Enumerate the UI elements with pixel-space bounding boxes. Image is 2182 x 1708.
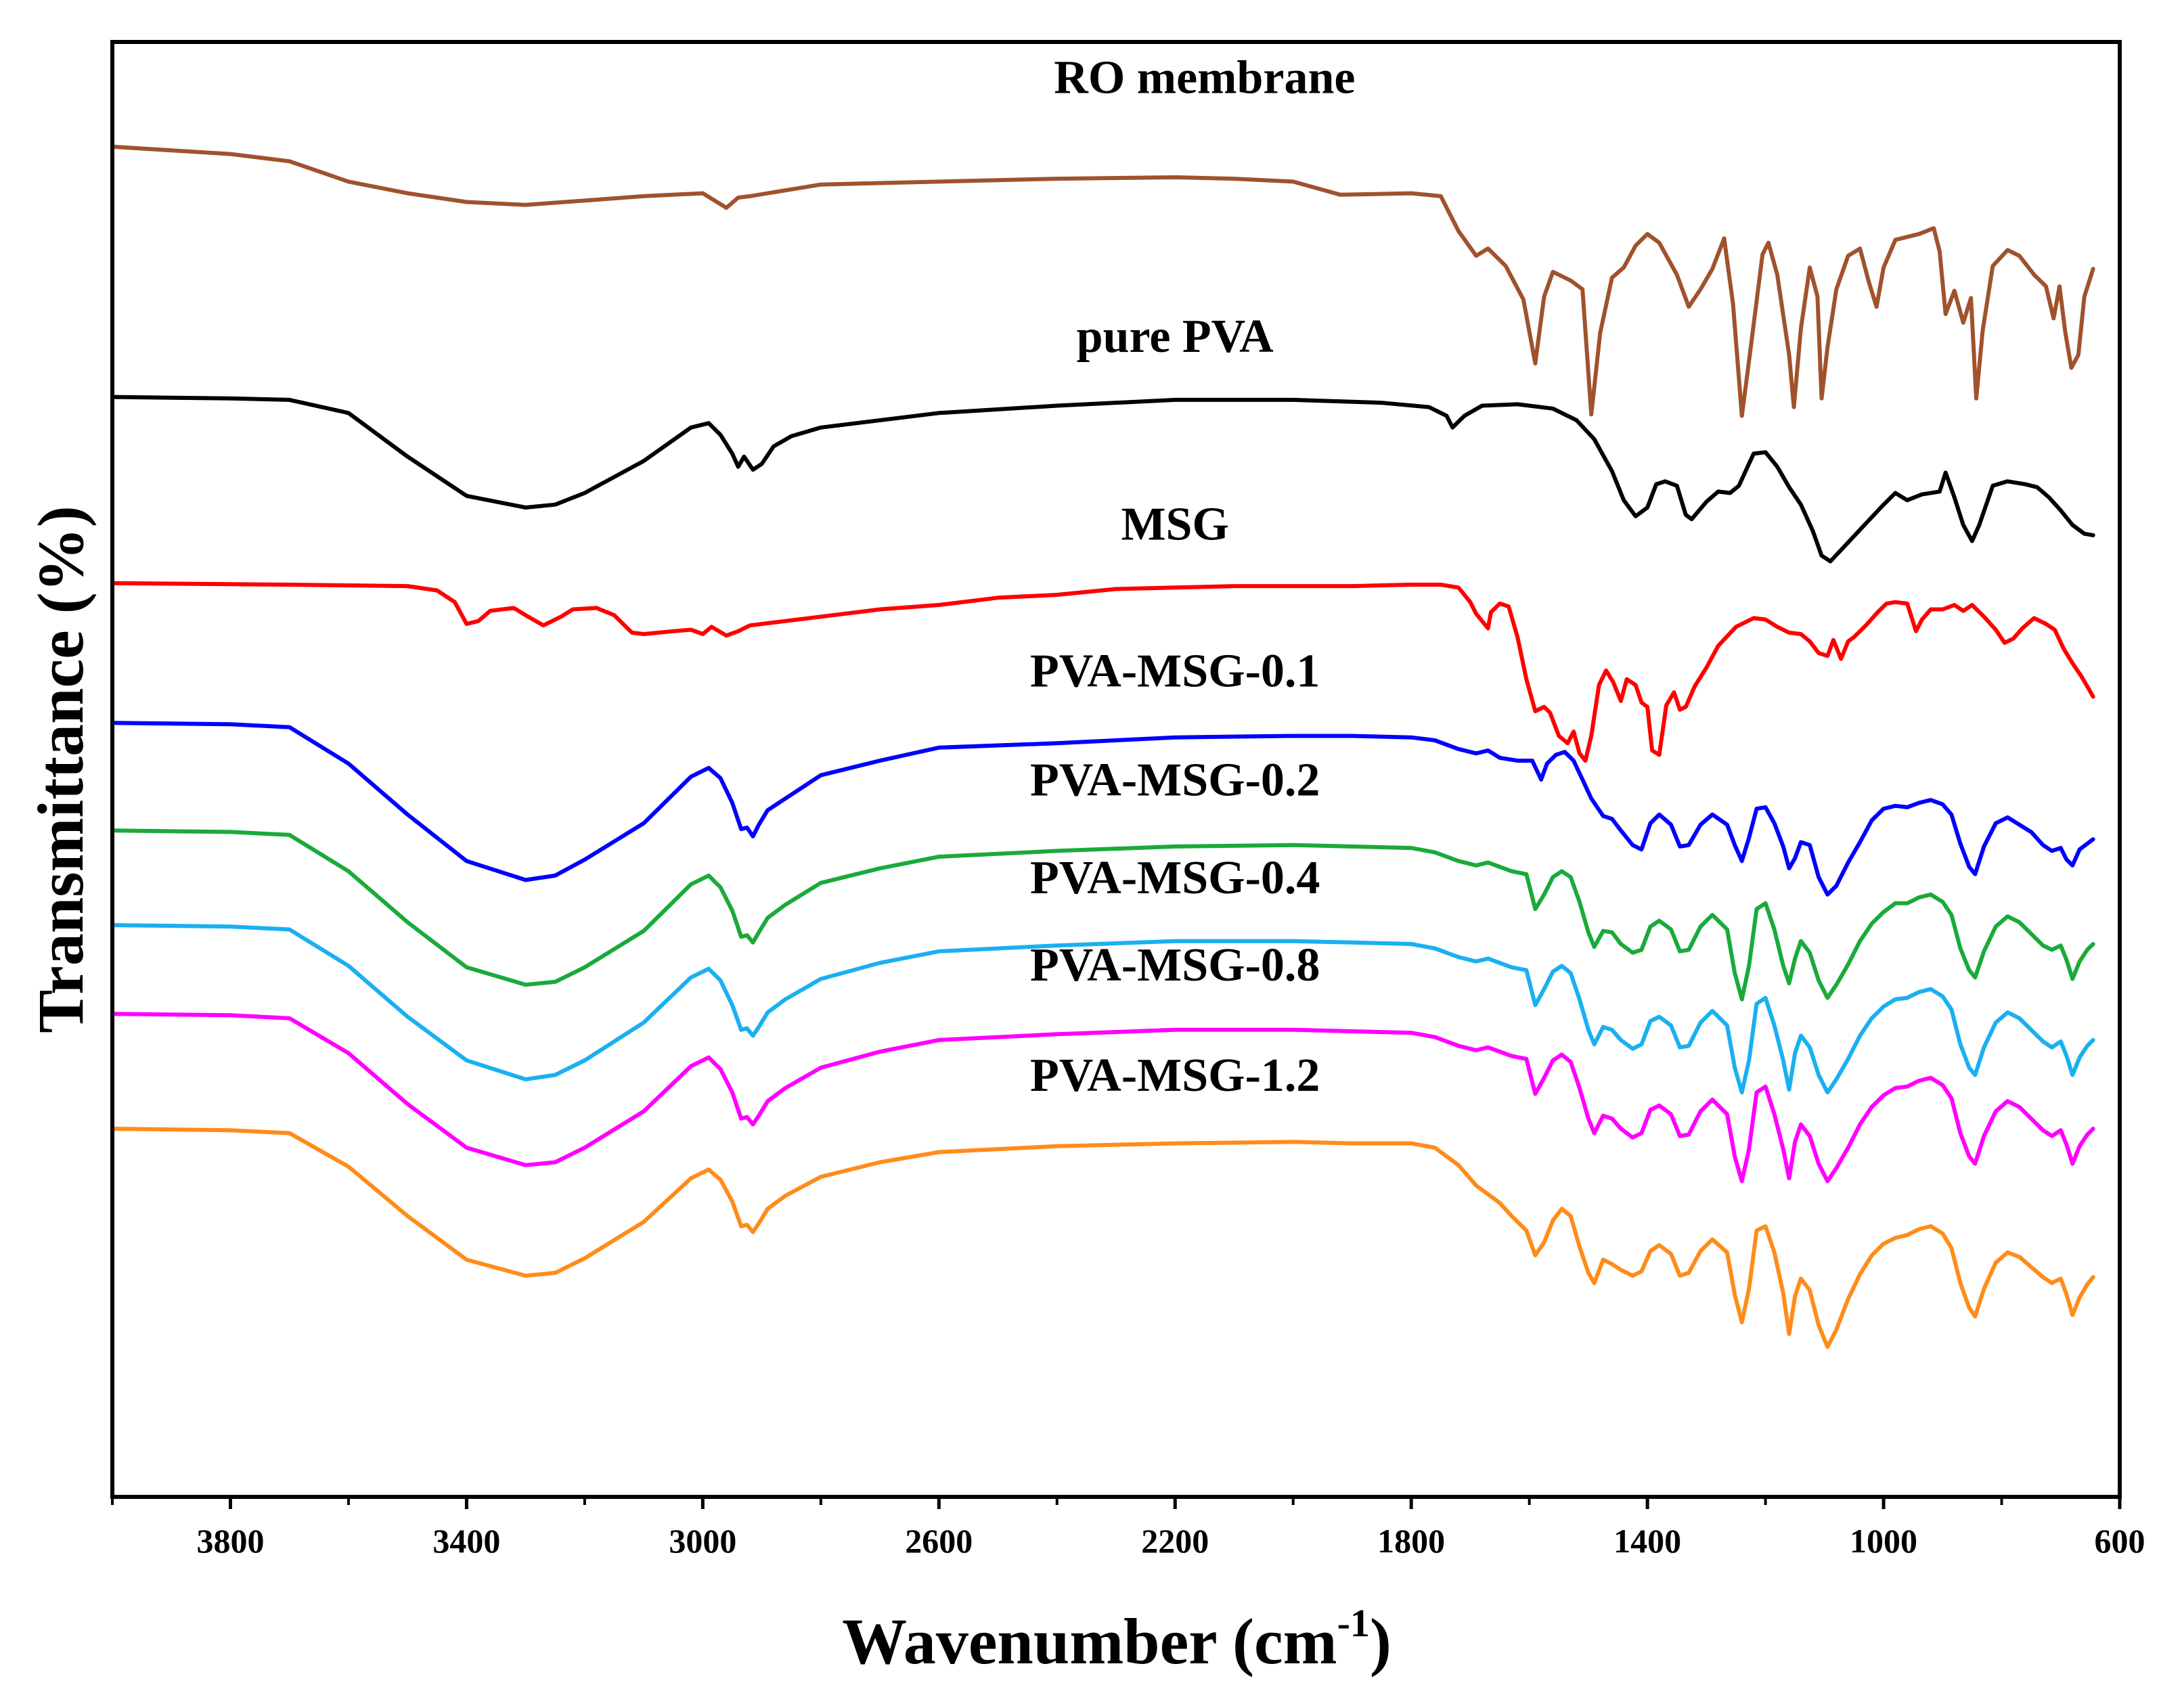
x-axis-title-superscript: -1 — [1337, 1601, 1370, 1645]
x-axis-title: Wavenumber (cm-1) — [842, 1601, 1391, 1678]
x-tick-label: 3400 — [432, 1522, 500, 1560]
series-1: pure PVA — [110, 311, 2095, 564]
x-axis-title-tail: ) — [1370, 1605, 1391, 1678]
series-label: PVA-MSG-0.8 — [1030, 939, 1320, 991]
series-label: PVA-MSG-0.1 — [1030, 645, 1320, 697]
series-line — [110, 721, 2095, 897]
series-0: RO membrane — [110, 51, 2095, 418]
series-4: PVA-MSG-0.2 — [110, 755, 2095, 1002]
series-layer: RO membrane pure PVA MSG PVA-MSG-0.1 PVA-MSG… — [110, 51, 2095, 1349]
series-label: PVA-MSG-1.2 — [1030, 1050, 1320, 1102]
series-line — [110, 581, 2095, 763]
series-2: MSG — [110, 498, 2095, 763]
series-line — [110, 923, 2095, 1095]
x-tick-label: 1400 — [1613, 1522, 1681, 1560]
series-5: PVA-MSG-0.4 — [110, 852, 2095, 1095]
series-line — [110, 395, 2095, 564]
series-label: MSG — [1121, 498, 1228, 550]
x-axis-title-main: Wavenumber (cm — [842, 1605, 1337, 1678]
series-3: PVA-MSG-0.1 — [110, 645, 2095, 897]
x-tick-label: 3000 — [669, 1522, 736, 1560]
x-tick-label: 3800 — [196, 1522, 264, 1560]
series-line — [110, 828, 2095, 1002]
series-label: PVA-MSG-0.2 — [1030, 755, 1320, 807]
series-label: RO membrane — [1054, 51, 1355, 104]
x-tick-label: 1800 — [1377, 1522, 1445, 1560]
series-line — [110, 144, 2095, 418]
series-7: PVA-MSG-1.2 — [110, 1050, 2095, 1349]
series-line — [110, 1127, 2095, 1349]
series-6: PVA-MSG-0.8 — [110, 939, 2095, 1184]
series-line — [110, 1012, 2095, 1184]
y-axis-title: Transmittance (%) — [24, 505, 97, 1033]
x-tick-label: 2600 — [905, 1522, 973, 1560]
x-tick-label: 2200 — [1141, 1522, 1209, 1560]
series-label: PVA-MSG-0.4 — [1030, 852, 1320, 904]
series-label: pure PVA — [1077, 311, 1274, 363]
x-tick-label: 600 — [2095, 1522, 2145, 1560]
x-tick-label: 1000 — [1850, 1522, 1917, 1560]
plot-frame — [110, 40, 2122, 1499]
x-axis: 3800 3400 3000 2600 2200 1800 1400 1000 600 — [111, 1497, 2145, 1560]
